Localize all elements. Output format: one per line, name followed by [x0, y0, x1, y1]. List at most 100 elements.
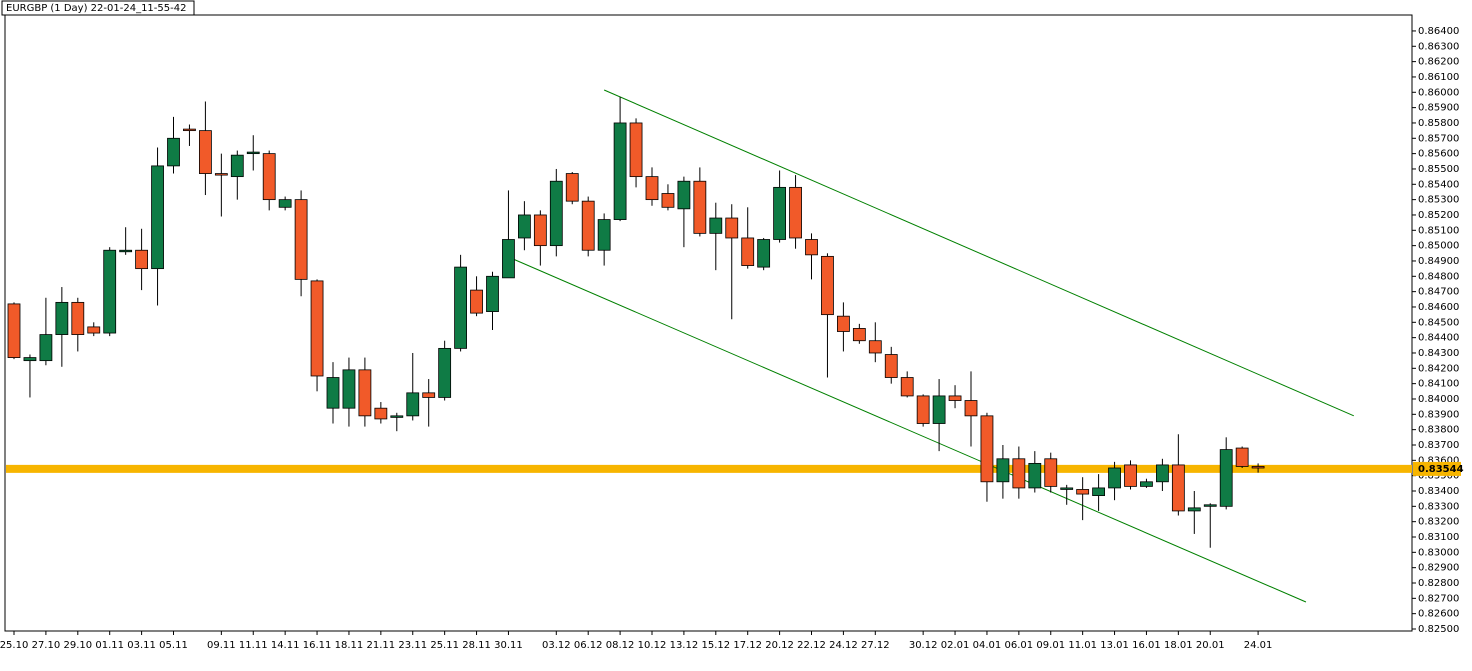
- candle-body: [1251, 466, 1265, 469]
- y-tick-label: 0.83400: [1418, 486, 1459, 497]
- x-tick-label: 21.11: [367, 640, 396, 651]
- x-tick-label: 02.01: [941, 640, 970, 651]
- x-tick-label: 27.10: [32, 640, 61, 651]
- x-tick-label: 10.12: [638, 640, 667, 651]
- y-tick-label: 0.83200: [1418, 517, 1459, 528]
- y-tick-label: 0.84800: [1418, 271, 1459, 282]
- y-tick-label: 0.83700: [1418, 440, 1459, 451]
- candle-body: [1219, 449, 1233, 507]
- candle-body: [502, 239, 515, 279]
- y-tick-label: 0.84700: [1418, 287, 1459, 298]
- candle-body: [278, 199, 292, 208]
- y-tick-label: 0.85700: [1418, 133, 1459, 144]
- candle-body: [167, 137, 180, 167]
- candle-body: [87, 326, 101, 334]
- y-tick-label: 0.86000: [1418, 87, 1459, 98]
- candle-body: [1076, 489, 1090, 495]
- x-tick-label: 03.12: [542, 640, 571, 651]
- candle-body: [837, 315, 850, 332]
- y-tick-label: 0.84400: [1418, 333, 1459, 344]
- y-tick-label: 0.82800: [1418, 578, 1459, 589]
- candle-body: [613, 122, 627, 220]
- x-tick-label: 15.12: [701, 640, 730, 651]
- y-tick-label: 0.83100: [1418, 532, 1459, 543]
- candle-body: [518, 214, 531, 239]
- candle-body: [1012, 458, 1026, 489]
- chart-title: EURGBP (1 Day) 22-01-24_11-55-42: [6, 3, 186, 14]
- candle-body: [71, 301, 85, 335]
- x-tick-label: 20.12: [765, 640, 794, 651]
- x-tick-label: 13.12: [670, 640, 699, 651]
- y-tick-label: 0.83000: [1418, 547, 1459, 558]
- candle-body: [900, 377, 914, 397]
- candle-body: [103, 249, 117, 334]
- candle-body: [916, 395, 930, 424]
- x-tick-label: 22.12: [797, 640, 826, 651]
- x-tick-label: 16.11: [303, 640, 332, 651]
- x-tick-label: 18.01: [1164, 640, 1193, 651]
- candle-body: [932, 395, 946, 424]
- y-tick-label: 0.84500: [1418, 317, 1459, 328]
- y-tick-label: 0.84200: [1418, 363, 1459, 374]
- candle-body: [294, 199, 308, 280]
- candle-body: [565, 173, 579, 202]
- x-tick-label: 24.12: [829, 640, 858, 651]
- y-tick-label: 0.86400: [1418, 26, 1459, 37]
- candle-body: [805, 239, 818, 256]
- y-tick-label: 0.85000: [1418, 241, 1459, 252]
- candle-body: [310, 280, 324, 377]
- candle-body: [1203, 504, 1217, 507]
- candle-body: [406, 392, 420, 417]
- candle-body: [1028, 462, 1042, 489]
- x-tick-label: 04.01: [973, 640, 1002, 651]
- y-tick-label: 0.85300: [1418, 195, 1459, 206]
- x-tick-label: 28.11: [462, 640, 491, 651]
- candle-body: [773, 186, 786, 240]
- x-tick-label: 09.11: [207, 640, 236, 651]
- candle-body: [868, 340, 882, 354]
- x-tick-label: 25.10: [0, 640, 28, 651]
- title-box: [1, 0, 195, 16]
- candle-body: [549, 180, 563, 247]
- plot-frame: [4, 14, 1413, 632]
- x-tick-label: 13.01: [1100, 640, 1129, 651]
- candle-body: [183, 128, 196, 132]
- candle-body: [23, 357, 37, 362]
- candle-body: [422, 392, 436, 398]
- price-level-label: 0.83544: [1418, 464, 1464, 475]
- y-tick-label: 0.83500: [1418, 471, 1459, 482]
- candle-body: [454, 266, 468, 349]
- candle-body: [246, 151, 260, 155]
- candle-body: [821, 255, 834, 316]
- candle-body: [7, 303, 21, 358]
- candle-body: [661, 193, 675, 208]
- y-tick-label: 0.84900: [1418, 256, 1459, 267]
- x-tick-label: 09.01: [1036, 640, 1065, 651]
- candle-body: [852, 328, 866, 342]
- y-tick-label: 0.82500: [1418, 624, 1459, 635]
- y-tick-label: 0.85500: [1418, 164, 1459, 175]
- candle-body: [39, 334, 53, 362]
- y-tick-label: 0.85800: [1418, 118, 1459, 129]
- y-tick-label: 0.86100: [1418, 72, 1459, 83]
- y-tick-label: 0.84300: [1418, 348, 1459, 359]
- x-tick-label: 25.11: [430, 640, 459, 651]
- candle-body: [1108, 467, 1121, 489]
- candle-body: [1235, 447, 1249, 467]
- candle-body: [342, 369, 356, 409]
- candle-body: [996, 458, 1010, 483]
- candle-body: [262, 153, 276, 201]
- y-tick-label: 0.83600: [1418, 455, 1459, 466]
- x-tick-label: 08.12: [606, 640, 635, 651]
- x-tick-label: 06.12: [574, 640, 603, 651]
- x-tick-label: 23.11: [398, 640, 427, 651]
- x-tick-label: 16.01: [1132, 640, 1161, 651]
- candle-body: [1092, 487, 1105, 496]
- candle-body: [581, 200, 595, 251]
- candle-body: [1124, 464, 1137, 487]
- y-tick-label: 0.85600: [1418, 149, 1459, 160]
- candle-body: [709, 217, 723, 234]
- x-tick-label: 11.11: [239, 640, 268, 651]
